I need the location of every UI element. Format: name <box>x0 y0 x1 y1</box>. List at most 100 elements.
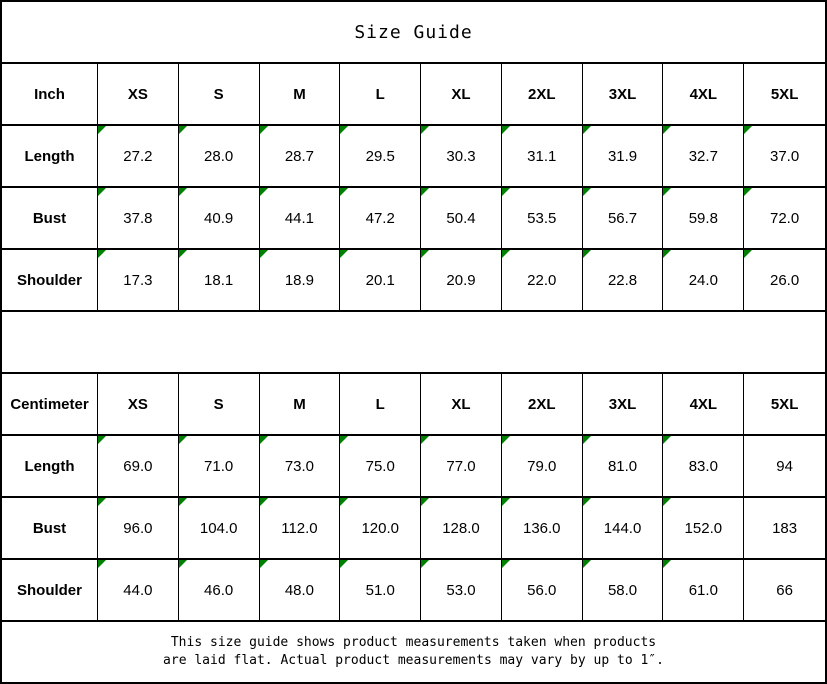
value-cell: 22.8 <box>582 250 664 312</box>
value-text: 37.8 <box>123 209 153 227</box>
comment-marker-icon <box>582 498 591 506</box>
value-cell: 22.0 <box>501 250 583 312</box>
value-text: 24.0 <box>688 271 718 289</box>
value-text: 112.0 <box>281 519 318 537</box>
value-cell: 73.0 <box>259 436 341 498</box>
comment-marker-icon <box>663 560 672 568</box>
comment-marker-icon <box>178 498 187 506</box>
cm-table: Centimeter XS S M L XL 2XL 3XL 4XL 5XL L… <box>2 374 825 622</box>
value-text: 75.0 <box>365 457 395 475</box>
size-header-cell: 2XL <box>501 374 583 436</box>
value-text: 17.3 <box>123 271 153 289</box>
value-cell: 77.0 <box>421 436 502 498</box>
value-cell: 72.0 <box>744 188 825 250</box>
size-header-cell: M <box>259 64 341 126</box>
value-cell: 104.0 <box>178 498 260 560</box>
comment-marker-icon <box>582 250 591 258</box>
value-text: 22.8 <box>607 271 638 289</box>
value-cell: 29.5 <box>340 126 422 188</box>
value-text: 77.0 <box>446 457 476 475</box>
comment-marker-icon <box>178 436 187 444</box>
value-cell: 112.0 <box>259 498 341 560</box>
value-text: 29.5 <box>365 147 395 165</box>
size-header-cell: 5XL <box>744 374 825 436</box>
value-cell: 144.0 <box>582 498 664 560</box>
value-cell: 46.0 <box>178 560 260 622</box>
footer-note-line1: This size guide shows product measuremen… <box>170 635 657 650</box>
comment-marker-icon <box>501 560 510 568</box>
comment-marker-icon <box>259 498 268 506</box>
value-cell: 79.0 <box>501 436 583 498</box>
value-cell: 53.0 <box>421 560 502 622</box>
row-label-cell: Shoulder <box>2 560 98 622</box>
value-text: 128.0 <box>442 519 480 537</box>
size-header-cell: 3XL <box>582 374 664 436</box>
comment-marker-icon <box>340 498 349 506</box>
value-text: 44.1 <box>284 209 315 227</box>
value-cell: 120.0 <box>340 498 422 560</box>
value-cell: 24.0 <box>663 250 745 312</box>
value-cell: 56.7 <box>582 188 664 250</box>
value-text: 37.0 <box>770 147 800 165</box>
comment-marker-icon <box>259 126 268 134</box>
comment-marker-icon <box>421 560 430 568</box>
value-cell: 128.0 <box>421 498 502 560</box>
value-text: 18.9 <box>284 271 315 289</box>
value-cell: 40.9 <box>178 188 260 250</box>
value-text: 40.9 <box>204 209 234 227</box>
value-cell: 59.8 <box>663 188 745 250</box>
value-text: 61.0 <box>688 581 718 599</box>
value-cell: 18.1 <box>178 250 260 312</box>
value-text: 28.7 <box>284 147 315 165</box>
size-header-cell: XL <box>421 374 502 436</box>
comment-marker-icon <box>501 436 510 444</box>
value-cell: 18.9 <box>259 250 341 312</box>
footer-note-line2: are laid flat. Actual product measuremen… <box>163 653 664 668</box>
value-text: 59.8 <box>688 209 718 227</box>
row-label-cell: Length <box>2 126 98 188</box>
value-text: 22.0 <box>527 271 557 289</box>
comment-marker-icon <box>178 250 187 258</box>
comment-marker-icon <box>663 250 672 258</box>
comment-marker-icon <box>178 126 187 134</box>
value-cell: 44.1 <box>259 188 341 250</box>
value-text: 46.0 <box>204 581 234 599</box>
value-text: 53.5 <box>527 209 557 227</box>
size-header-cell: L <box>340 374 422 436</box>
size-header-cell: S <box>178 374 260 436</box>
comment-marker-icon <box>421 250 430 258</box>
value-text: 47.2 <box>365 209 395 227</box>
value-text: 56.0 <box>527 581 557 599</box>
value-text: 26.0 <box>770 271 800 289</box>
row-label-cell: Length <box>2 436 98 498</box>
comment-marker-icon <box>582 126 591 134</box>
value-cell: 37.0 <box>744 126 825 188</box>
unit-header-cell: Centimeter <box>2 374 98 436</box>
value-text: 183 <box>772 519 798 537</box>
value-text: 120.0 <box>361 519 399 537</box>
value-text: 136.0 <box>522 519 561 537</box>
value-text: 69.0 <box>123 457 153 475</box>
unit-header-cell: Inch <box>2 64 98 126</box>
value-cell: 30.3 <box>421 126 502 188</box>
value-cell: 96.0 <box>98 498 179 560</box>
comment-marker-icon <box>582 436 591 444</box>
spacer-row <box>2 312 825 374</box>
size-header-cell: 4XL <box>663 64 745 126</box>
comment-marker-icon <box>582 188 591 196</box>
value-cell: 28.7 <box>259 126 341 188</box>
comment-marker-icon <box>98 436 106 444</box>
value-text: 79.0 <box>527 457 557 475</box>
comment-marker-icon <box>421 498 430 506</box>
size-header-cell: M <box>259 374 341 436</box>
value-cell: 61.0 <box>663 560 745 622</box>
comment-marker-icon <box>501 126 510 134</box>
comment-marker-icon <box>501 498 510 506</box>
comment-marker-icon <box>663 436 672 444</box>
value-cell: 50.4 <box>421 188 502 250</box>
size-header-cell: 5XL <box>744 64 825 126</box>
page-title: Size Guide <box>2 2 825 64</box>
value-cell: 53.5 <box>501 188 583 250</box>
value-cell: 83.0 <box>663 436 745 498</box>
